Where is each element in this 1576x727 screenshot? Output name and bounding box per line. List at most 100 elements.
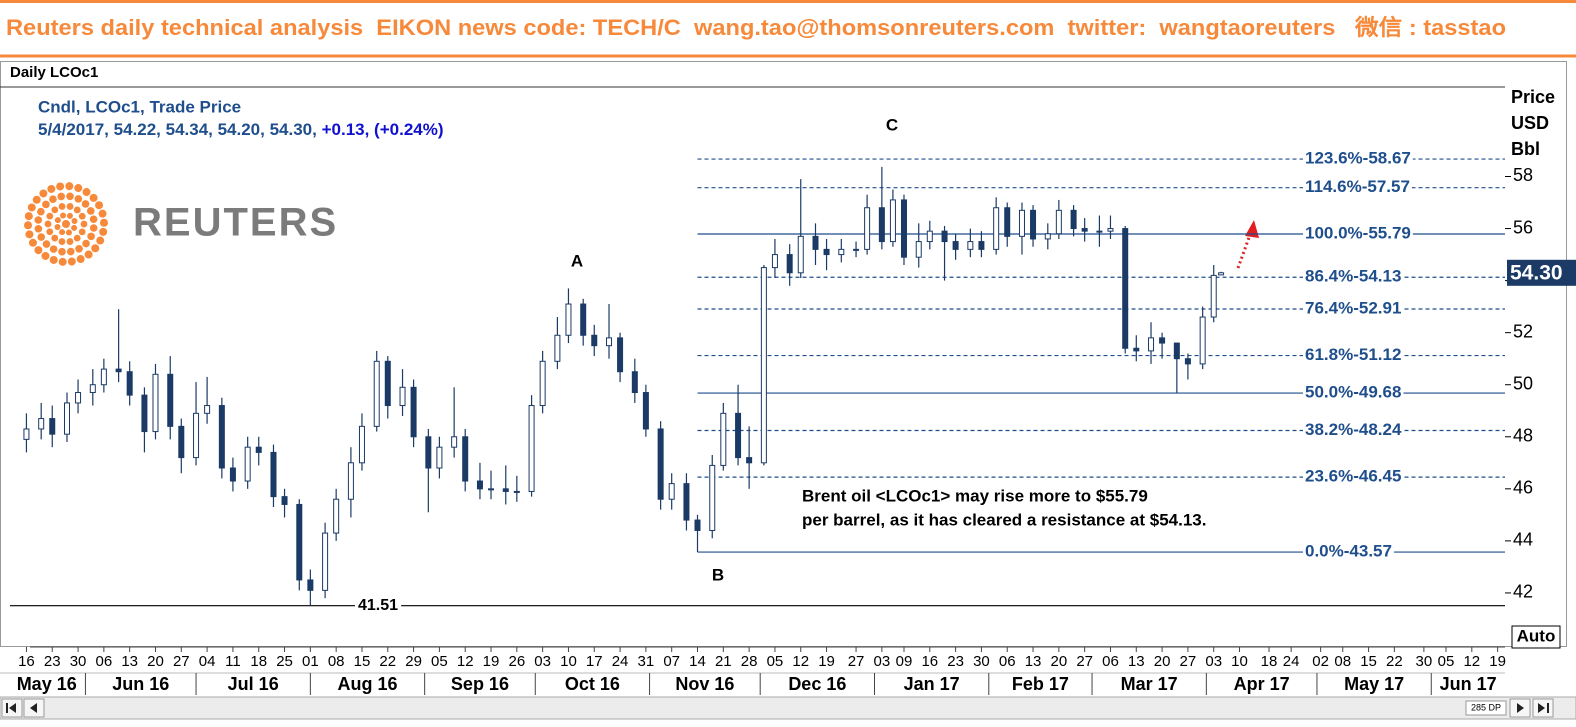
logo-dot xyxy=(57,192,66,201)
price-tag xyxy=(1507,259,1576,286)
x-tick-label: 15 xyxy=(1360,653,1377,670)
candle-body xyxy=(373,360,380,427)
fib-label: 61.8%-51.12 xyxy=(1305,345,1401,364)
x-tick-label: 05 xyxy=(431,653,448,670)
auto-label[interactable]: Auto xyxy=(1517,626,1556,645)
y-tick-label: 58 xyxy=(1513,165,1533,185)
month-label: May 17 xyxy=(1344,674,1404,694)
label-bg xyxy=(1303,420,1404,440)
x-tick-label: 14 xyxy=(689,653,706,670)
candle-body xyxy=(204,405,211,414)
logo-dot xyxy=(66,192,74,201)
x-tick-label: 06 xyxy=(999,653,1016,670)
logo-text: REUTERS xyxy=(133,201,338,245)
legend-line: Cndl, LCOc1, Trade Price xyxy=(38,97,241,116)
candle-body xyxy=(539,360,546,407)
logo-dot xyxy=(82,188,91,197)
x-tick-label: 29 xyxy=(405,653,422,670)
x-tick-label: 08 xyxy=(328,653,345,670)
logo-dot xyxy=(42,240,51,248)
candle-body xyxy=(631,371,638,394)
x-tick-label: 21 xyxy=(715,653,732,670)
logo-dot xyxy=(66,247,75,256)
x-tick-label: 18 xyxy=(250,653,267,670)
candle-body xyxy=(63,402,70,435)
x-tick-label: 25 xyxy=(276,653,293,670)
logo-dot xyxy=(80,220,88,228)
fib-label: 0.0%-43.57 xyxy=(1305,542,1392,561)
candle-body xyxy=(864,207,871,250)
month-label: Feb 17 xyxy=(1012,674,1069,694)
y-tick-label: 46 xyxy=(1513,478,1533,498)
logo-dot xyxy=(27,203,36,212)
logo-dot xyxy=(58,257,67,266)
logo-dot xyxy=(76,255,85,264)
candle-body xyxy=(941,230,948,243)
month-label: Aug 16 xyxy=(337,674,397,694)
x-tick-label: 15 xyxy=(354,653,371,670)
logo-dot xyxy=(66,203,74,210)
candle-body xyxy=(281,496,288,505)
logo-dot xyxy=(62,220,70,228)
comment: Brent oil <LCOc1> may rise more to $55.7… xyxy=(802,486,1148,505)
candle-body xyxy=(270,451,277,498)
x-tick-label: 01 xyxy=(302,653,319,670)
candle-body xyxy=(735,412,742,459)
logo-dot xyxy=(58,238,66,245)
logo-dot xyxy=(49,255,58,264)
candle-body xyxy=(683,483,690,521)
x-tick-label: 12 xyxy=(792,653,809,670)
info-line: 5/4/2017, 54.22, 54.34, 54.20, 54.30, +0… xyxy=(38,120,444,139)
x-tick-label: 20 xyxy=(147,653,164,670)
y-axis-label: Price xyxy=(1511,87,1555,107)
month-label: Jun 16 xyxy=(112,674,169,694)
candle-body xyxy=(878,207,885,243)
scroll-icon xyxy=(1538,703,1545,713)
wave-label: C xyxy=(886,115,898,134)
logo-dot xyxy=(24,221,33,230)
x-tick-label: 31 xyxy=(638,653,655,670)
x-tick-label: 12 xyxy=(457,653,474,670)
candle-body xyxy=(1030,209,1037,240)
x-tick-label: 20 xyxy=(1051,653,1068,670)
logo-dot xyxy=(49,245,58,253)
fib-label: 100.0%-55.79 xyxy=(1305,224,1411,243)
month-label: Nov 16 xyxy=(675,674,734,694)
candle-body xyxy=(967,241,974,250)
candle-body xyxy=(565,303,572,336)
logo-dot xyxy=(74,195,83,203)
month-label: Apr 17 xyxy=(1234,674,1290,694)
candle-body xyxy=(38,418,45,430)
y-tick-label: 56 xyxy=(1513,217,1533,237)
x-tick-label: 27 xyxy=(1076,653,1093,670)
fib-label: 76.4%-52.91 xyxy=(1305,298,1401,317)
logo-dot xyxy=(95,201,104,210)
x-tick-label: 28 xyxy=(741,653,758,670)
x-tick-label: 03 xyxy=(534,653,551,670)
fib-label: 38.2%-48.24 xyxy=(1305,420,1402,439)
candle-body xyxy=(554,334,561,362)
x-tick-label: 23 xyxy=(44,653,61,670)
fib-label: 123.6%-58.67 xyxy=(1305,149,1411,168)
logo-dot xyxy=(74,184,83,193)
scroll-icon xyxy=(9,703,16,713)
candle-body xyxy=(178,425,185,459)
scrollbar[interactable] xyxy=(0,696,1576,720)
candle-body xyxy=(853,248,860,251)
scroll-icon xyxy=(30,703,37,713)
logo-dot xyxy=(99,218,108,227)
month-label: Mar 17 xyxy=(1121,674,1178,694)
candle-body xyxy=(978,241,985,250)
candle-body xyxy=(786,254,793,274)
candle-body xyxy=(642,392,649,430)
x-tick-label: 22 xyxy=(379,653,396,670)
logo-dot xyxy=(84,250,93,259)
candle-body xyxy=(307,579,314,591)
logo-dot xyxy=(78,228,86,236)
header-text: Reuters daily technical analysis EIKON n… xyxy=(6,15,1506,40)
logo-dot xyxy=(66,238,74,245)
logo-dot xyxy=(34,224,43,233)
logo-dot xyxy=(78,212,86,220)
auto-button[interactable] xyxy=(1511,625,1561,649)
